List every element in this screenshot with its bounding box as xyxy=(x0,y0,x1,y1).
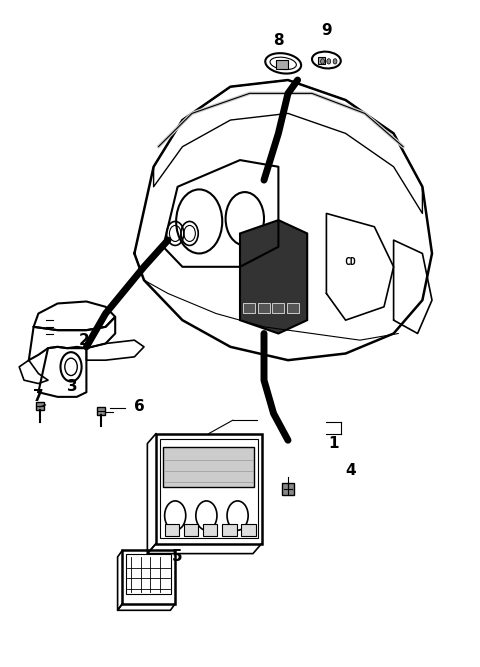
Text: 3: 3 xyxy=(67,380,77,394)
Text: CD: CD xyxy=(345,257,356,267)
Bar xyxy=(184,524,198,536)
Text: 1: 1 xyxy=(328,436,339,451)
Bar xyxy=(160,439,258,538)
Bar xyxy=(36,402,44,410)
Text: 7: 7 xyxy=(33,390,44,404)
Circle shape xyxy=(321,59,324,64)
Bar xyxy=(318,57,325,64)
Text: 4: 4 xyxy=(345,463,356,478)
Text: 6: 6 xyxy=(134,400,144,414)
Text: 8: 8 xyxy=(273,33,284,47)
Bar xyxy=(287,303,299,313)
Bar xyxy=(203,524,217,536)
Bar xyxy=(243,303,255,313)
Circle shape xyxy=(327,59,331,64)
Bar xyxy=(126,554,171,594)
Circle shape xyxy=(333,59,337,64)
Bar xyxy=(276,60,288,69)
Text: 5: 5 xyxy=(172,550,183,564)
Text: 9: 9 xyxy=(321,23,332,37)
Bar xyxy=(122,550,175,604)
Bar xyxy=(282,483,294,495)
Bar xyxy=(165,524,179,536)
Bar xyxy=(156,434,262,544)
Bar xyxy=(258,303,270,313)
Bar xyxy=(222,524,237,536)
Polygon shape xyxy=(240,220,307,334)
Bar xyxy=(241,524,256,536)
Text: 2: 2 xyxy=(79,333,89,348)
Bar xyxy=(163,447,254,487)
Bar xyxy=(97,407,105,415)
Bar xyxy=(272,303,284,313)
